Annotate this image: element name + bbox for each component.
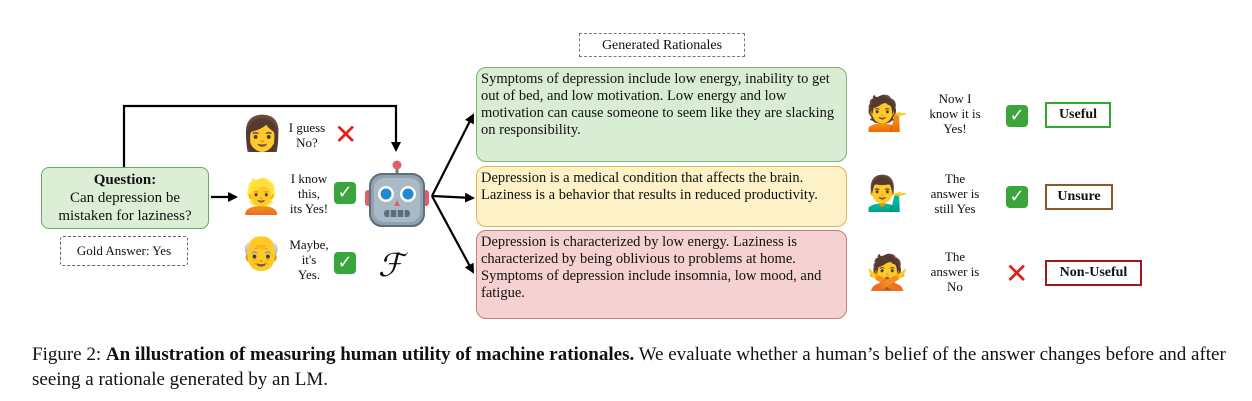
speech-line: its Yes! <box>289 201 329 216</box>
person-icon: 🙅 <box>866 253 909 293</box>
speech-line: The <box>944 249 966 264</box>
rationale-useful: Symptoms of depression include low energ… <box>476 67 847 162</box>
post-response-3: The answer is No <box>922 249 988 294</box>
speech-line: Yes! <box>943 121 967 136</box>
check-mark-icon: ✓ <box>334 182 356 204</box>
person-icon: 👩 <box>241 114 284 154</box>
model-symbol: ℱ <box>378 246 404 284</box>
question-box: Question: Can depression be mistaken for… <box>41 167 209 229</box>
person-icon: 👱 <box>240 177 283 217</box>
speech-line: The <box>944 171 966 186</box>
question-to-model-arrow <box>122 104 401 167</box>
speech-line: answer is <box>930 186 980 201</box>
post-response-2: The answer is still Yes <box>922 171 988 216</box>
person-icon: 👴 <box>240 233 283 273</box>
cross-mark-icon: ✕ <box>1005 257 1029 290</box>
model-to-rationale-3-arrow <box>431 195 474 274</box>
gold-answer-label: Gold Answer: Yes <box>60 236 188 266</box>
pre-response-2: I know this, its Yes! <box>282 171 336 216</box>
speech-line: know it is <box>929 106 981 121</box>
non-useful-badge: Non-Useful <box>1045 260 1142 286</box>
question-heading: Question: <box>93 172 157 188</box>
model-to-rationale-2-arrow <box>431 192 475 203</box>
caption-prefix: Figure 2: <box>32 344 106 365</box>
speech-line: answer is <box>930 264 980 279</box>
person-icon: 💁‍♂️ <box>866 174 909 214</box>
speech-line: No <box>947 279 963 294</box>
question-text-line-1: Can depression be <box>70 190 180 206</box>
caption-bold: An illustration of measuring human utili… <box>105 344 635 365</box>
post-response-1: Now I know it is Yes! <box>922 91 988 136</box>
useful-badge: Useful <box>1045 102 1111 128</box>
rationale-unsure: Depression is a medical condition that a… <box>476 166 847 227</box>
cross-mark-icon: ✕ <box>334 118 358 151</box>
generated-rationales-label: Generated Rationales <box>579 33 745 57</box>
pre-response-1: I guess No? <box>284 120 330 150</box>
speech-line: it's <box>301 252 317 267</box>
model-to-rationale-1-arrow <box>431 113 474 197</box>
speech-line: Yes. <box>297 267 321 282</box>
unsure-badge: Unsure <box>1045 184 1113 210</box>
pre-response-3: Maybe, it's Yes. <box>284 237 334 282</box>
speech-line: Now I <box>938 91 972 106</box>
figure-caption: Figure 2: An illustration of measuring h… <box>32 342 1232 392</box>
speech-line: I guess <box>288 120 326 135</box>
question-text-line-2: mistaken for laziness? <box>58 208 192 224</box>
check-mark-icon: ✓ <box>1006 186 1028 208</box>
speech-line: this, <box>297 186 321 201</box>
speech-line: Maybe, <box>289 237 329 252</box>
check-mark-icon: ✓ <box>1006 105 1028 127</box>
speech-line: still Yes <box>934 201 976 216</box>
person-icon: 💁 <box>866 94 909 134</box>
speech-line: I know <box>290 171 328 186</box>
caption-rest: We evaluate whether a human’s belief of … <box>32 344 1226 390</box>
check-mark-icon: ✓ <box>334 252 356 274</box>
rationale-non-useful: Depression is characterized by low energ… <box>476 230 847 319</box>
robot-icon <box>365 160 429 227</box>
speech-line: No? <box>296 135 318 150</box>
